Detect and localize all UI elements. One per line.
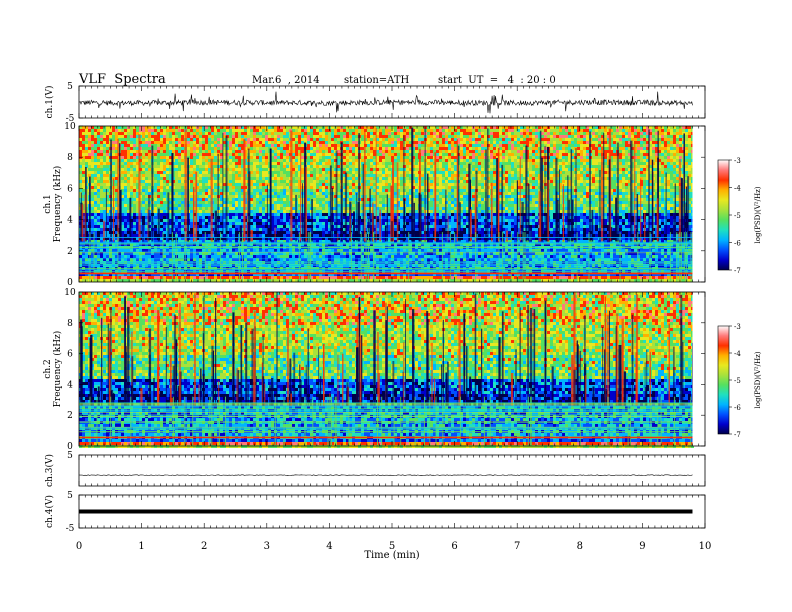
x-tick-label: 10 (699, 541, 712, 552)
colorbar-scale (717, 325, 730, 435)
colorbar-tick-label: -4 (734, 350, 741, 358)
start-time-label: start UT = 4 : 20 : 0 (438, 75, 556, 86)
y-axis-label: ch.2 (43, 359, 53, 378)
ch3-trace (78, 474, 693, 476)
x-tick-label: 1 (138, 541, 144, 552)
y-axis-label: Frequency (kHz) (52, 331, 63, 408)
x-tick-label: 0 (76, 541, 82, 552)
x-tick-label: 8 (577, 541, 583, 552)
no-data-region (692, 292, 705, 446)
y-tick-label: 0 (67, 442, 73, 452)
colorbar-scale (717, 159, 730, 271)
ch4-waveform: 5 -5 ch.4(V) (44, 491, 706, 534)
x-tick-label: 6 (451, 541, 457, 552)
y-tick-label: 5 (67, 451, 73, 461)
y-tick-label: 8 (67, 319, 73, 329)
y-tick-label: 10 (64, 288, 76, 298)
x-tick-label: 3 (264, 541, 270, 552)
y-tick-label: 0 (67, 278, 73, 288)
colorbar-tick-label: -7 (734, 431, 741, 439)
y-tick-label: 8 (67, 153, 73, 163)
colorbar-tick-label: -5 (734, 377, 741, 385)
panel-frame (78, 454, 706, 487)
y-axis-label: ch.4(V) (44, 495, 55, 528)
ch1-spectrogram: 0 2 4 6 8 10 ch.1 Frequency (kHz) -3 -4 -5 -6 -7 log(… (43, 122, 762, 288)
colorbar-tick-label: -6 (734, 240, 741, 248)
y-axis-label: ch.3(V) (44, 454, 55, 487)
colorbar-tick-label: -4 (734, 185, 741, 193)
y-tick-label: 4 (67, 380, 73, 390)
ch1-trace (78, 91, 693, 114)
y-tick-label: 5 (67, 82, 73, 92)
colorbar-tick-label: -5 (734, 212, 741, 220)
colorbar: -3 -4 -5 -6 -7 log(PSD)(V²/Hz) (717, 323, 762, 439)
ch3-waveform: 5 ch.3(V) (44, 451, 706, 487)
no-data-region (692, 126, 705, 282)
x-axis-label: Time (min) (364, 550, 419, 561)
y-axis-label: ch.1(V) (44, 86, 55, 119)
colorbar-tick-label: -6 (734, 404, 741, 412)
x-axis: 0 1 2 3 4 5 6 7 8 9 10 Time (min) (76, 541, 712, 561)
colorbar-label: log(PSD)(V²/Hz) (754, 351, 762, 408)
colorbar-tick-label: -7 (734, 267, 741, 275)
transmitter-lines (79, 402, 693, 439)
y-axis-label: Frequency (kHz) (52, 166, 63, 243)
y-tick-label: 4 (67, 216, 73, 226)
y-tick-label: 10 (64, 122, 76, 132)
colorbar-tick-label: -3 (734, 323, 741, 331)
x-tick-label: 9 (639, 541, 645, 552)
colorbar-tick-label: -3 (734, 157, 741, 165)
spectrogram-streaks (80, 292, 694, 446)
ch4-trace (79, 509, 693, 514)
transmitter-lines (79, 237, 693, 275)
x-tick-label: 2 (201, 541, 207, 552)
x-tick-label: 4 (326, 541, 332, 552)
x-tick-label: 7 (514, 541, 520, 552)
y-tick-label: -5 (66, 114, 75, 124)
y-tick-label: 6 (67, 184, 73, 194)
y-tick-label: 6 (67, 350, 73, 360)
colorbar: -3 -4 -5 -6 -7 log(PSD)(V²/Hz) (717, 157, 762, 275)
y-tick-label: 5 (67, 491, 73, 501)
ch1-waveform: 5 -5 ch.1(V) (44, 82, 706, 124)
chart-title: VLF Spectra (79, 72, 166, 87)
y-tick-label: -5 (66, 524, 75, 534)
y-tick-label: 2 (67, 411, 73, 421)
x-tick-label: 5 (389, 541, 395, 552)
y-tick-label: 2 (67, 247, 73, 257)
y-axis-label: ch.1 (43, 194, 53, 213)
colorbar-label: log(PSD)(V²/Hz) (754, 186, 762, 243)
station-label: station=ATH (344, 75, 409, 86)
spectrogram-streaks (80, 126, 694, 282)
ch2-spectrogram: 0 2 4 6 8 10 ch.2 Frequency (kHz) -3 -4 -5 -6 -7 log(… (43, 288, 762, 452)
date-label: Mar.6 , 2014 (252, 75, 320, 86)
